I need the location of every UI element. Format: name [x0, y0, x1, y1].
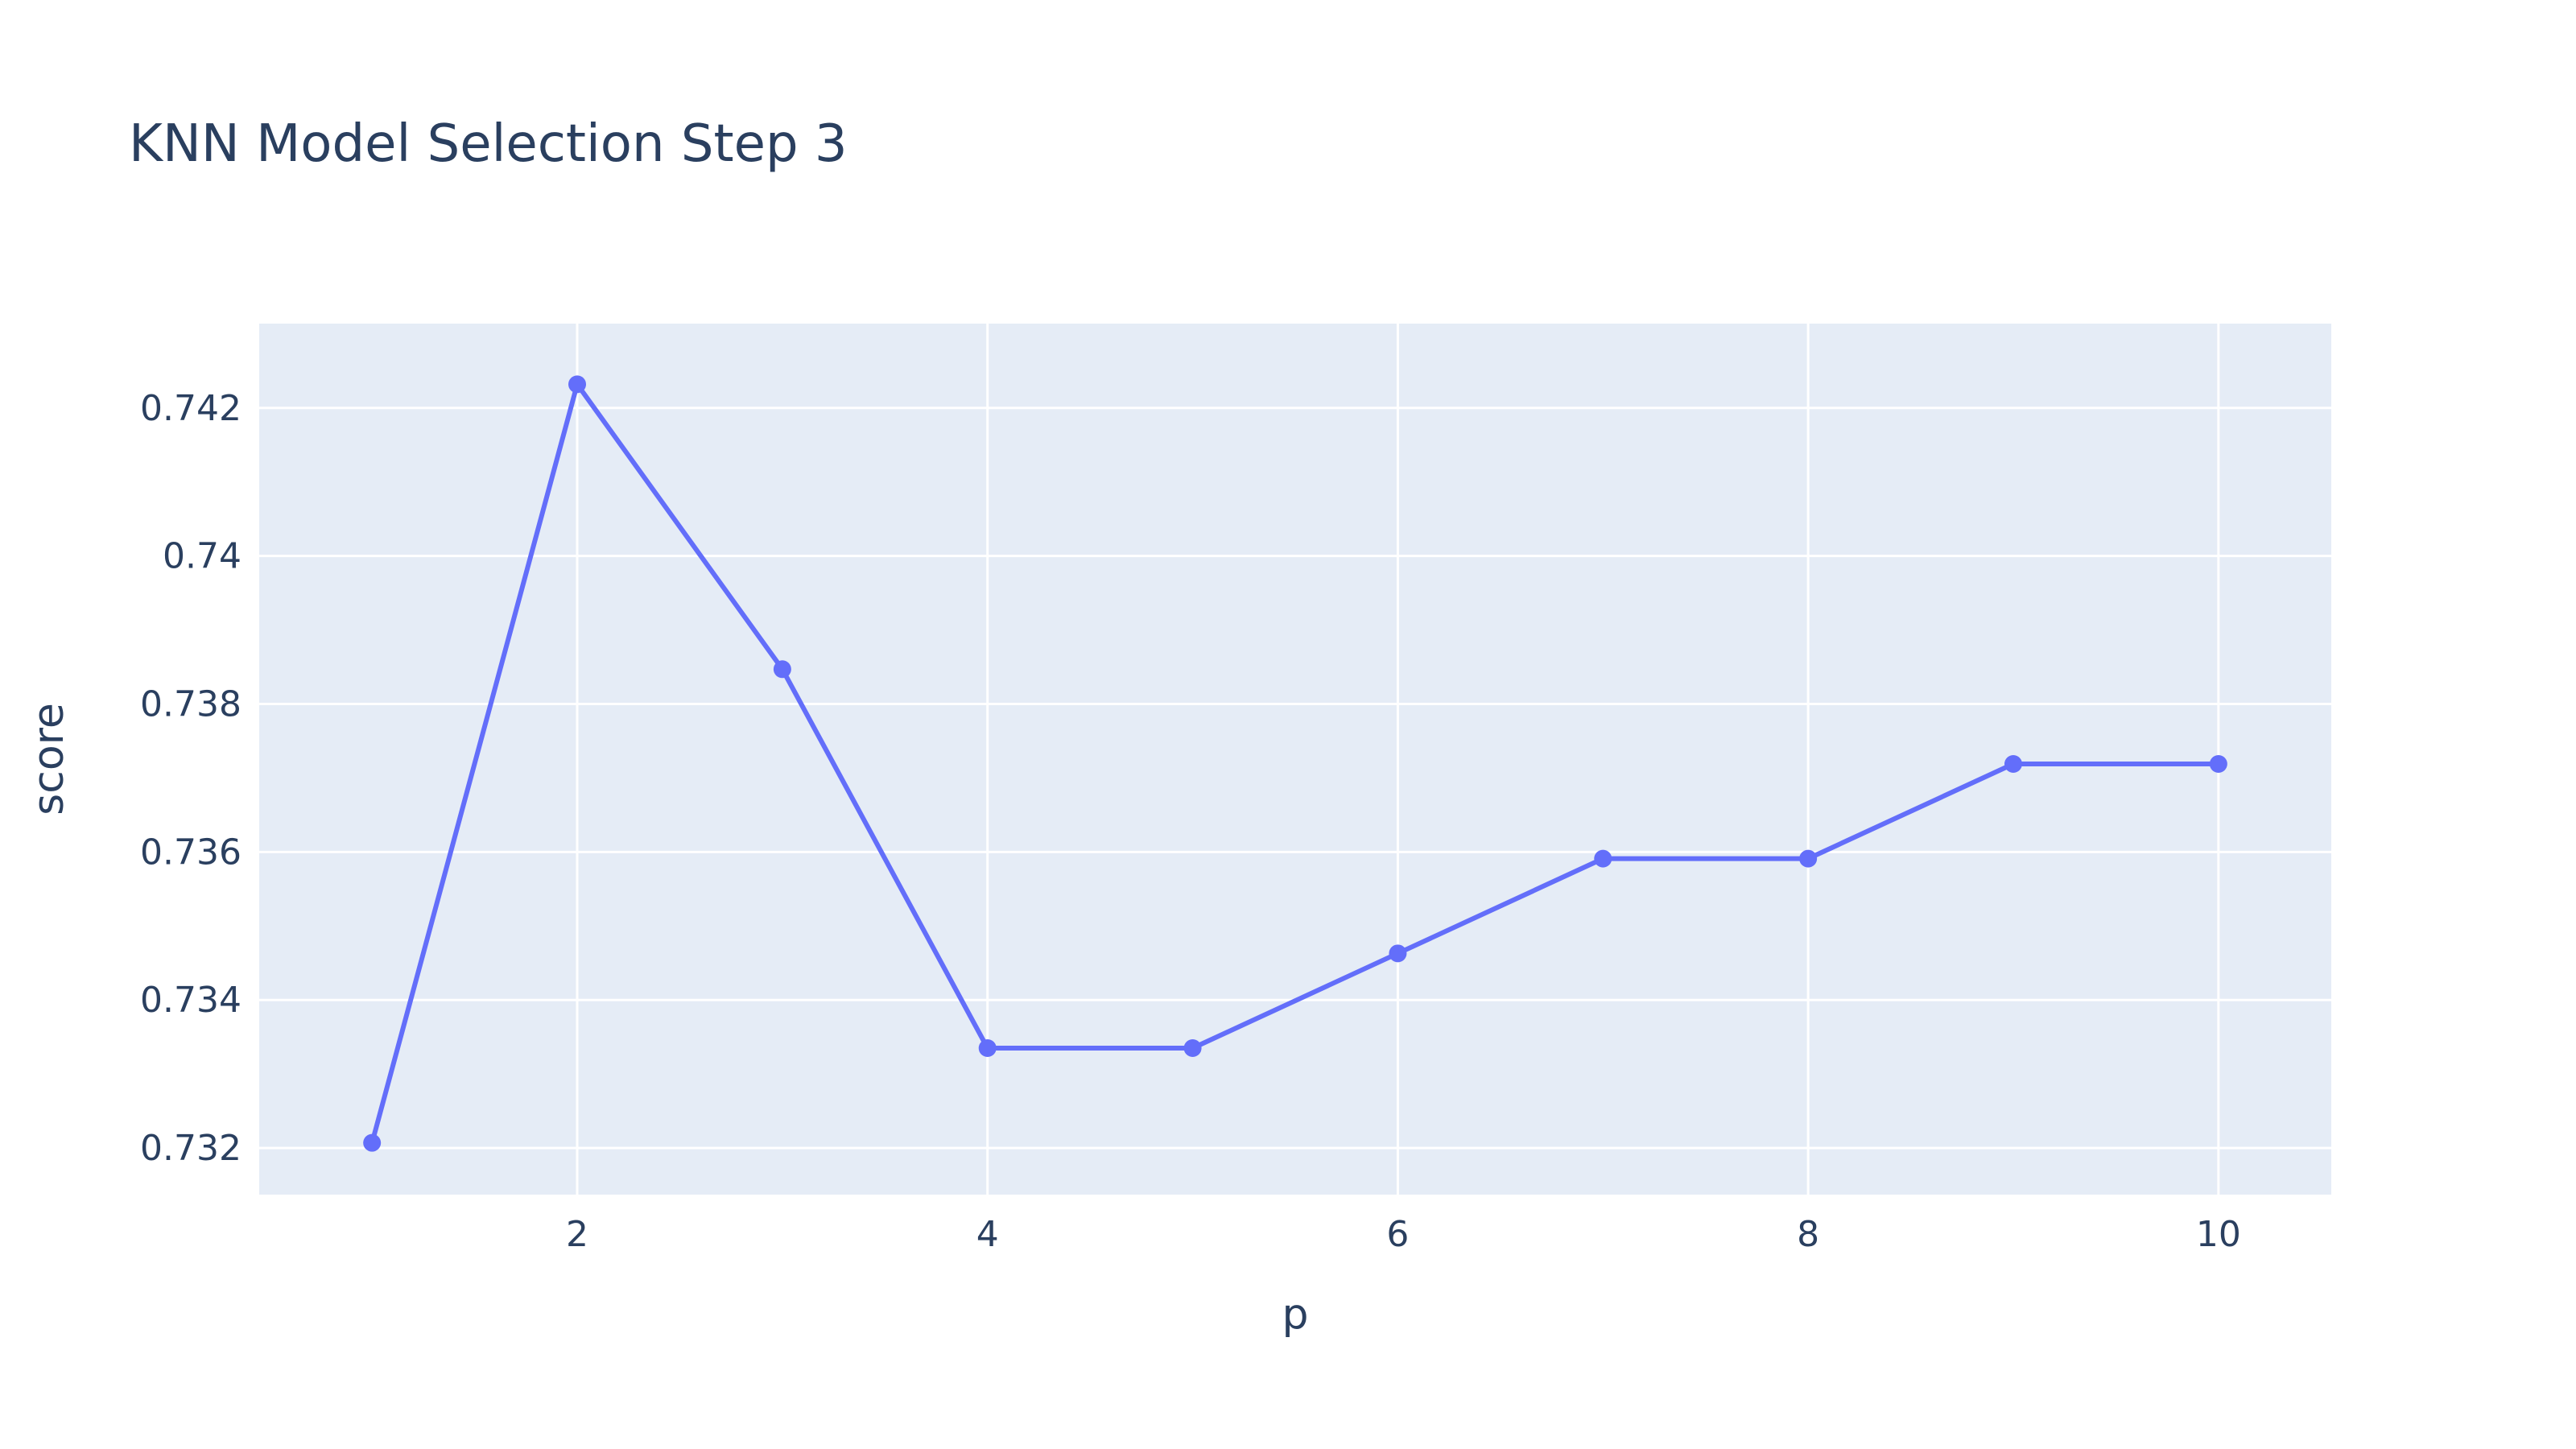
x-tick-label: 6 — [1386, 1214, 1409, 1255]
y-axis-ticks: 0.732 0.734 0.736 0.738 0.74 0.742 — [140, 388, 242, 1169]
y-tick-label: 0.736 — [140, 832, 242, 873]
chart-title: KNN Model Selection Step 3 — [129, 114, 848, 174]
y-tick-label: 0.738 — [140, 684, 242, 725]
data-point — [978, 1038, 997, 1057]
data-point — [2004, 754, 2022, 773]
plot-area — [259, 324, 2331, 1195]
x-tick-label: 8 — [1797, 1214, 1819, 1255]
y-tick-label: 0.74 — [163, 536, 242, 577]
data-point — [1389, 944, 1407, 963]
y-tick-label: 0.734 — [140, 980, 242, 1021]
data-point — [568, 375, 587, 394]
data-point — [2209, 754, 2227, 773]
x-tick-label: 10 — [2196, 1214, 2241, 1255]
data-point — [1594, 849, 1612, 868]
data-point — [773, 660, 791, 679]
x-tick-label: 4 — [976, 1214, 999, 1255]
x-axis-ticks: 2 4 6 8 10 — [566, 1214, 2241, 1255]
series-line — [369, 382, 2219, 1144]
y-axis-title: score — [25, 703, 73, 815]
x-axis-title: p — [1282, 1290, 1308, 1339]
x-tick-label: 2 — [566, 1214, 588, 1255]
data-point — [1799, 849, 1818, 868]
data-point — [363, 1133, 382, 1152]
y-tick-label: 0.732 — [140, 1128, 242, 1169]
data-point — [1183, 1038, 1202, 1057]
y-tick-label: 0.742 — [140, 388, 242, 429]
data-markers — [363, 375, 2227, 1152]
